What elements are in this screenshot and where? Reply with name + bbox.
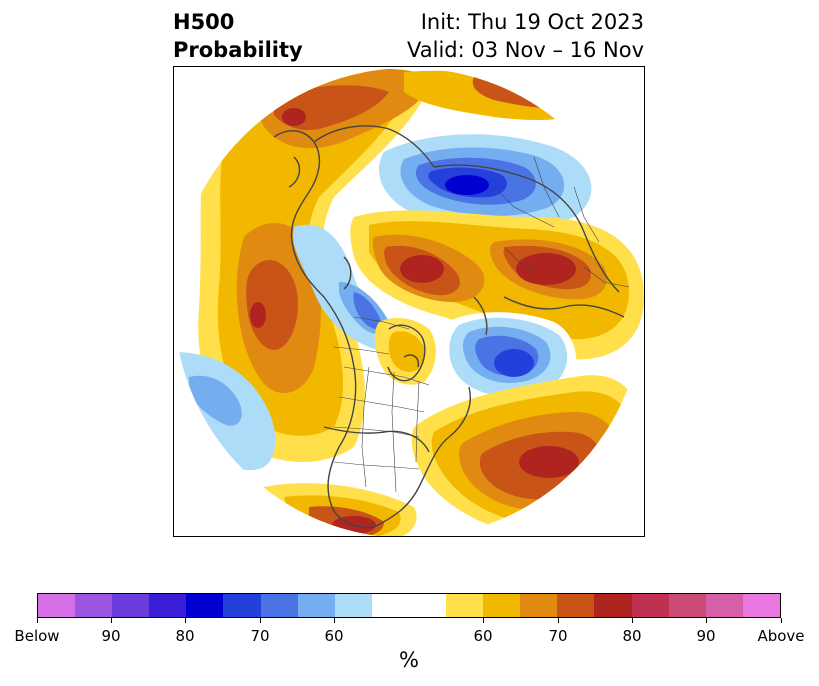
probability-map xyxy=(173,66,645,537)
canada-negative-anomaly xyxy=(293,224,407,352)
colorbar-segment xyxy=(149,594,187,617)
colorbar-unit: % xyxy=(399,648,419,672)
colorbar-segment xyxy=(112,594,150,617)
colorbar-tick-label: 60 xyxy=(324,627,344,645)
colorbar-segment xyxy=(557,594,595,617)
europe-positive-anomaly xyxy=(350,210,644,360)
valid-range: Valid: 03 Nov – 16 Nov xyxy=(407,38,644,62)
title-right: Init: Thu 19 Oct 2023 Valid: 03 Nov – 16… xyxy=(407,8,644,64)
colorbar-segment xyxy=(38,594,76,617)
colorbar-tick-mark xyxy=(185,618,186,623)
init-date: Init: Thu 19 Oct 2023 xyxy=(420,10,644,34)
map-svg xyxy=(174,68,644,536)
colorbar-tick-mark xyxy=(781,618,782,623)
colorbar-segment xyxy=(705,594,743,617)
colorbar-tick-mark xyxy=(334,618,335,623)
colorbar-tick-label: 80 xyxy=(175,627,195,645)
coastlines xyxy=(273,86,625,529)
title-left: H500 Probability xyxy=(173,8,303,64)
colorbar-tick-mark xyxy=(483,618,484,623)
title-variable: H500 xyxy=(173,10,235,34)
title-quantity: Probability xyxy=(173,38,303,62)
colorbar-segment xyxy=(483,594,521,617)
colorbar-tick-label: 80 xyxy=(622,627,642,645)
colorbar-segment xyxy=(334,594,372,617)
colorbar-tick-mark xyxy=(111,618,112,623)
colorbar-segment xyxy=(371,594,409,617)
colorbar-tick-label: Below xyxy=(14,627,60,645)
colorbar-tick-label: Above xyxy=(757,627,805,645)
colorbar-tick-label: 60 xyxy=(473,627,493,645)
colorbar-tick-mark xyxy=(260,618,261,623)
colorbar-segment xyxy=(520,594,558,617)
colorbar-segment xyxy=(408,594,447,617)
colorbar-tick-mark xyxy=(558,618,559,623)
colorbar-segment xyxy=(742,594,780,617)
colorbar-segment xyxy=(631,594,669,617)
colorbar-tick-mark xyxy=(706,618,707,623)
colorbar-segment xyxy=(75,594,113,617)
colorbar-segment xyxy=(446,594,484,617)
colorbar-tick-mark xyxy=(632,618,633,623)
colorbar-segment xyxy=(223,594,261,617)
colorbar xyxy=(37,593,781,618)
colorbar-segment xyxy=(594,594,632,617)
colorbar-segment xyxy=(668,594,706,617)
colorbar-segment xyxy=(297,594,335,617)
political-boundaries xyxy=(333,156,630,493)
colorbar-tick-label: 70 xyxy=(548,627,568,645)
colorbar-tick-label: 90 xyxy=(696,627,716,645)
colorbar-segment xyxy=(260,594,298,617)
colorbar-segment xyxy=(186,594,224,617)
colorbar-tick-label: 90 xyxy=(101,627,121,645)
colorbar-tick-mark xyxy=(37,618,38,623)
colorbar-tick-label: 70 xyxy=(250,627,270,645)
arctic-negative-anomaly xyxy=(378,134,592,231)
